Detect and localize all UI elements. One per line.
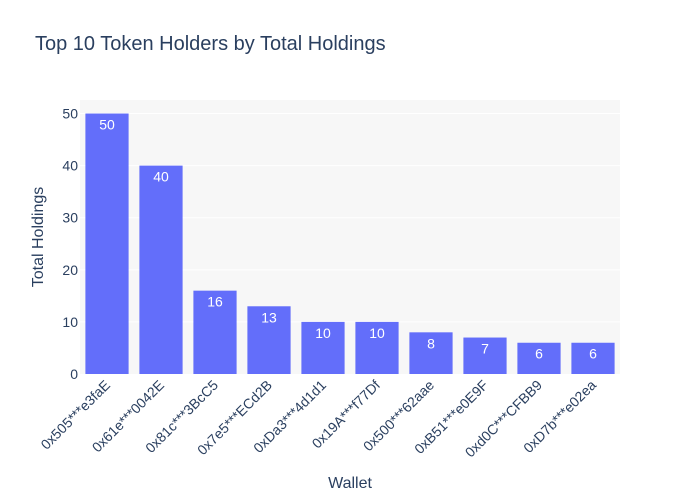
y-axis-title: Total Holdings [30, 187, 47, 288]
bar-value-label: 40 [153, 169, 169, 185]
bars [85, 113, 615, 374]
y-axis-ticks: 0 10 20 30 40 50 [62, 106, 78, 382]
y-tick-label: 40 [62, 158, 78, 174]
y-tick-label: 30 [62, 210, 78, 226]
bar[interactable] [517, 342, 561, 374]
y-tick-label: 10 [62, 314, 78, 330]
y-tick-label: 20 [62, 262, 78, 278]
bar-value-label: 50 [99, 117, 115, 133]
bar-value-label: 6 [589, 346, 597, 362]
bar-value-label: 6 [535, 346, 543, 362]
bar[interactable] [409, 332, 453, 374]
bar[interactable] [463, 337, 507, 374]
chart-title: Top 10 Token Holders by Total Holdings [35, 33, 386, 55]
bar-value-label: 10 [369, 325, 385, 341]
bar[interactable] [355, 321, 399, 374]
bar[interactable] [301, 321, 345, 374]
bar[interactable] [85, 113, 129, 374]
y-tick-label: 0 [70, 366, 78, 382]
bar[interactable] [139, 165, 183, 374]
bar[interactable] [247, 306, 291, 374]
bar-value-label: 16 [207, 294, 223, 310]
bar-value-label: 8 [427, 335, 435, 351]
x-axis-ticks: 0x505***e3faE0x61e***0042E0x81c***3BcC50… [37, 377, 599, 461]
bar-value-label: 13 [261, 309, 277, 325]
bar-labels: 50 40 16 13 10 10 8 7 6 6 [99, 117, 597, 362]
bar[interactable] [571, 342, 615, 374]
bar[interactable] [193, 290, 237, 374]
bar-value-label: 10 [315, 325, 331, 341]
bar-value-label: 7 [481, 341, 489, 357]
x-axis-title: Wallet [328, 475, 372, 492]
y-tick-label: 50 [62, 106, 78, 122]
